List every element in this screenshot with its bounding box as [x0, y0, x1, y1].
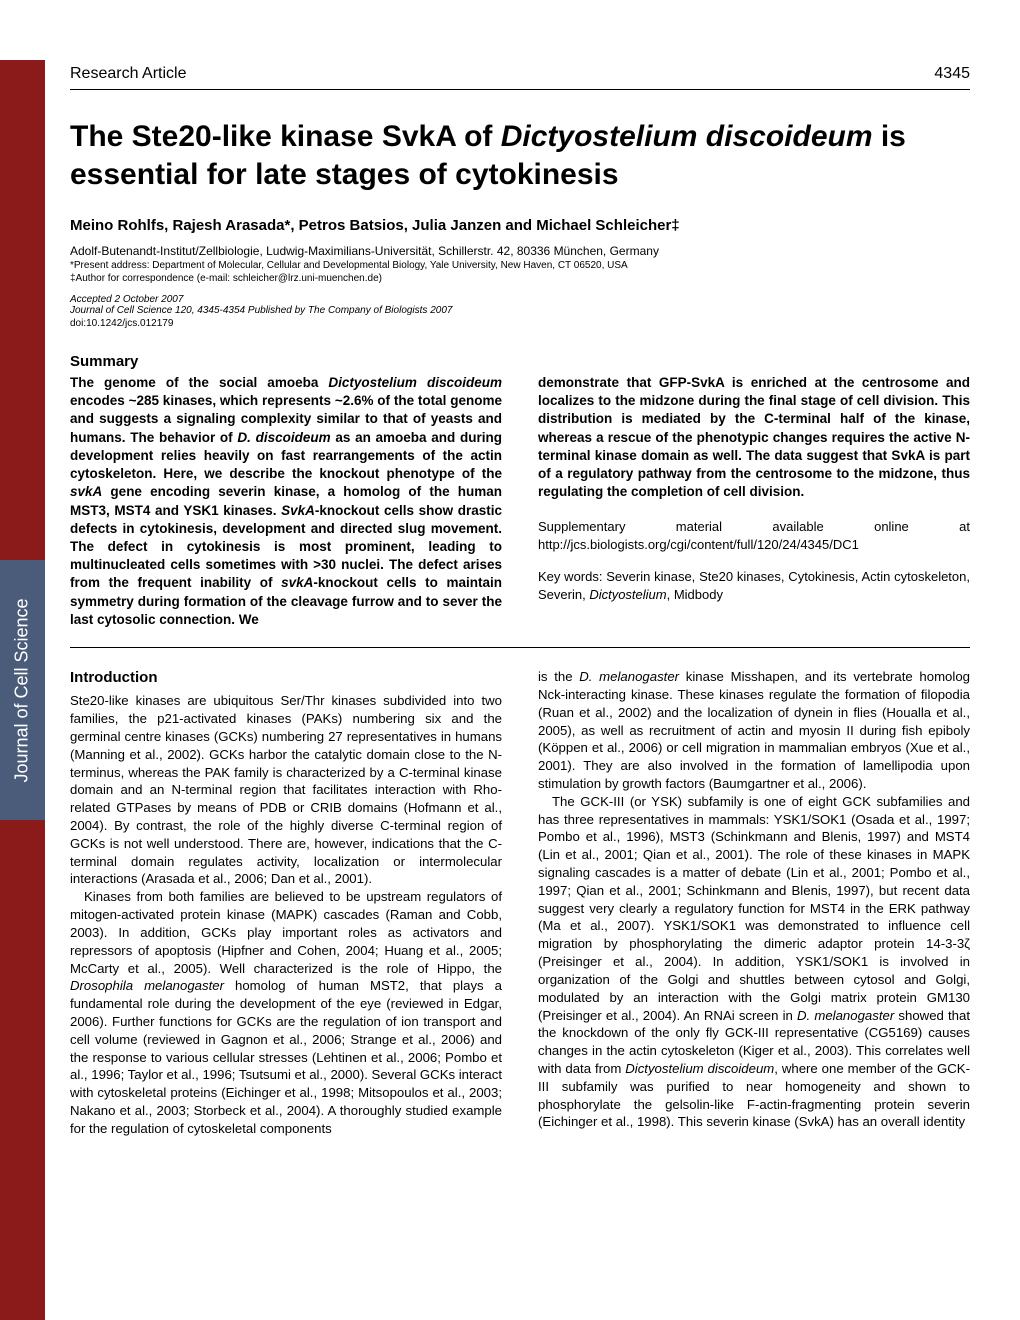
intro-paragraph-2: Kinases from both families are believed …	[70, 888, 502, 1137]
journal-citation: Journal of Cell Science 120, 4345-4354 P…	[70, 305, 970, 316]
summary-right-column: demonstrate that GFP-SvkA is enriched at…	[538, 374, 970, 629]
article-title: The Ste20-like kinase SvkA of Dictyostel…	[70, 118, 970, 193]
author-list: Meino Rohlfs, Rajesh Arasada*, Petros Ba…	[70, 217, 970, 234]
page-content: Research Article 4345 The Ste20-like kin…	[70, 0, 1020, 1138]
summary-left-column: The genome of the social amoeba Dictyost…	[70, 374, 502, 629]
journal-side-tab: Journal of Cell Science	[0, 560, 45, 820]
intro-paragraph-1: Ste20-like kinases are ubiquitous Ser/Th…	[70, 692, 502, 888]
journal-name-vertical: Journal of Cell Science	[12, 598, 33, 782]
supplementary-info: Supplementary material available online …	[538, 518, 970, 554]
introduction-heading: Introduction	[70, 668, 502, 688]
accepted-date: Accepted 2 October 2007	[70, 294, 970, 305]
keywords: Key words: Severin kinase, Ste20 kinases…	[538, 568, 970, 604]
author-note-2: ‡Author for correspondence (e-mail: schl…	[70, 273, 970, 284]
title-text-1: The Ste20-like kinase SvkA of	[70, 120, 501, 153]
summary-heading: Summary	[70, 353, 970, 370]
article-type: Research Article	[70, 65, 187, 83]
intro-paragraph-4: The GCK-III (or YSK) subfamily is one of…	[538, 793, 970, 1131]
doi: doi:10.1242/jcs.012179	[70, 318, 970, 329]
intro-paragraph-3: is the D. melanogaster kinase Misshapen,…	[538, 668, 970, 793]
summary-section: The genome of the social amoeba Dictyost…	[70, 374, 970, 648]
author-note-1: *Present address: Department of Molecula…	[70, 260, 970, 271]
page-number: 4345	[934, 65, 970, 83]
running-header: Research Article 4345	[70, 65, 970, 90]
title-species: Dictyostelium discoideum	[501, 120, 873, 153]
body-left-column: Introduction Ste20-like kinases are ubiq…	[70, 668, 502, 1138]
affiliation: Adolf-Butenandt-Institut/Zellbiologie, L…	[70, 244, 970, 258]
body-section: Introduction Ste20-like kinases are ubiq…	[70, 668, 970, 1138]
body-right-column: is the D. melanogaster kinase Misshapen,…	[538, 668, 970, 1138]
